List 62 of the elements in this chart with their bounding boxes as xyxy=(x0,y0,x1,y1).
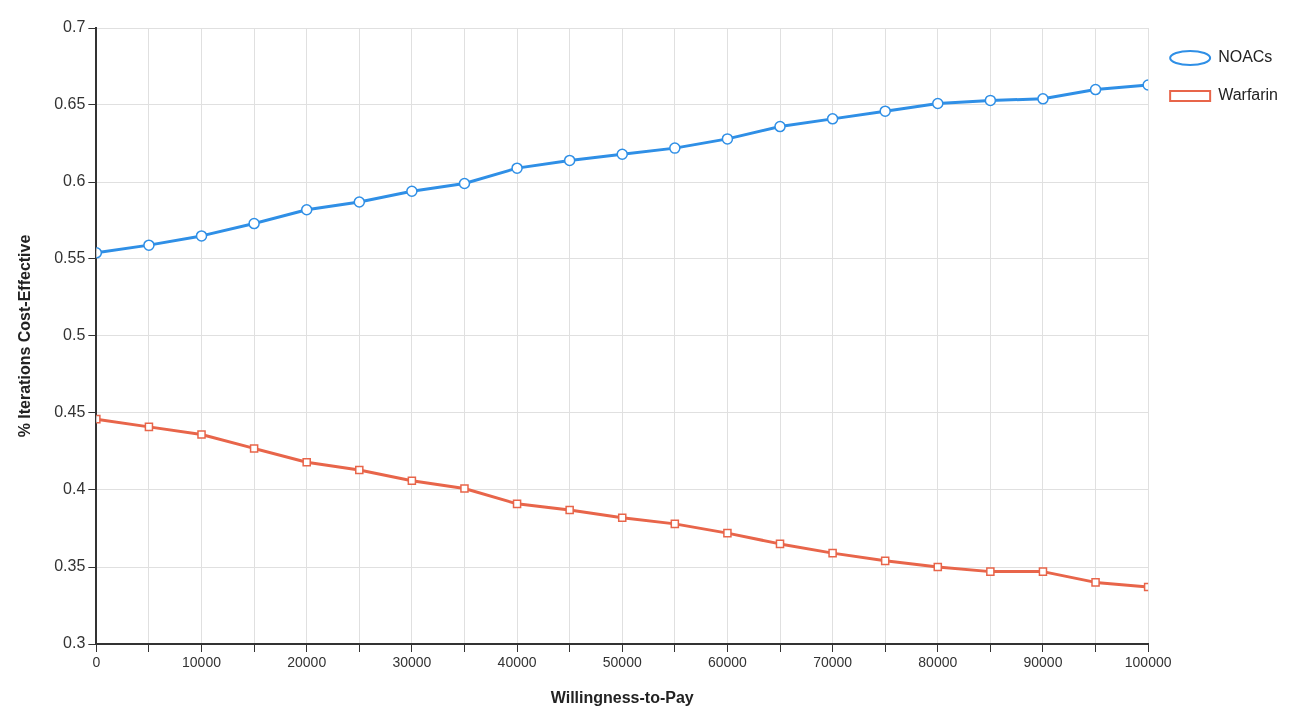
point xyxy=(563,154,576,167)
point xyxy=(880,556,890,566)
legend-label: Warfarin xyxy=(1218,86,1278,104)
x-tick-label: 20000 xyxy=(287,654,327,671)
y-tick-label: 0.35 xyxy=(54,557,86,575)
point xyxy=(1037,93,1049,105)
point xyxy=(1091,578,1100,587)
x-axis-title: Willingness-to-Pay xyxy=(550,688,694,706)
point xyxy=(984,94,997,107)
x-tick-label: 90000 xyxy=(1023,654,1063,671)
point xyxy=(355,465,364,475)
point xyxy=(302,457,311,467)
point xyxy=(458,177,471,190)
legend-label: NOACs xyxy=(1218,48,1273,66)
point xyxy=(249,444,259,453)
y-tick-label: 0.5 xyxy=(63,326,86,344)
point xyxy=(565,505,574,515)
x-tick-label: 50000 xyxy=(602,654,642,671)
y-tick-label: 0.55 xyxy=(54,249,86,267)
y-tick-label: 0.65 xyxy=(54,95,86,113)
point xyxy=(1038,567,1048,576)
point xyxy=(986,567,995,576)
x-tick-label: 0 xyxy=(92,654,101,671)
point xyxy=(933,562,943,572)
point xyxy=(616,148,628,161)
point xyxy=(197,430,206,439)
point xyxy=(406,185,418,197)
y-tick-label: 0.7 xyxy=(63,18,86,36)
point xyxy=(353,196,366,208)
x-tick-label: 10000 xyxy=(182,654,222,671)
y-tick-label: 0.4 xyxy=(63,480,86,498)
point xyxy=(248,217,260,230)
point xyxy=(932,97,944,110)
point xyxy=(512,499,522,509)
point xyxy=(1089,83,1102,96)
x-tick-label: 30000 xyxy=(392,654,432,671)
y-tick-label: 0.6 xyxy=(63,172,86,190)
x-tick-label: 60000 xyxy=(707,654,748,671)
point xyxy=(828,548,837,558)
point xyxy=(195,230,208,242)
point xyxy=(774,120,786,133)
point xyxy=(826,113,839,125)
point xyxy=(460,484,469,493)
point xyxy=(723,528,732,538)
point xyxy=(143,239,155,251)
y-tick-label: 0.3 xyxy=(63,634,86,652)
x-tick-label: 80000 xyxy=(918,654,958,671)
point xyxy=(407,476,417,486)
point xyxy=(879,105,891,117)
point xyxy=(669,142,681,154)
y-tick-label: 0.45 xyxy=(54,403,86,421)
point xyxy=(670,519,680,529)
x-tick-label: 40000 xyxy=(497,654,537,671)
y-axis-title: % Iterations Cost-Effective xyxy=(16,234,34,438)
point xyxy=(511,162,523,174)
point xyxy=(617,513,627,523)
point xyxy=(775,539,785,549)
point xyxy=(721,133,734,145)
x-tick-label: 100000 xyxy=(1124,654,1172,671)
x-tick-label: 70000 xyxy=(813,654,853,671)
point xyxy=(144,422,154,432)
point xyxy=(300,203,313,216)
